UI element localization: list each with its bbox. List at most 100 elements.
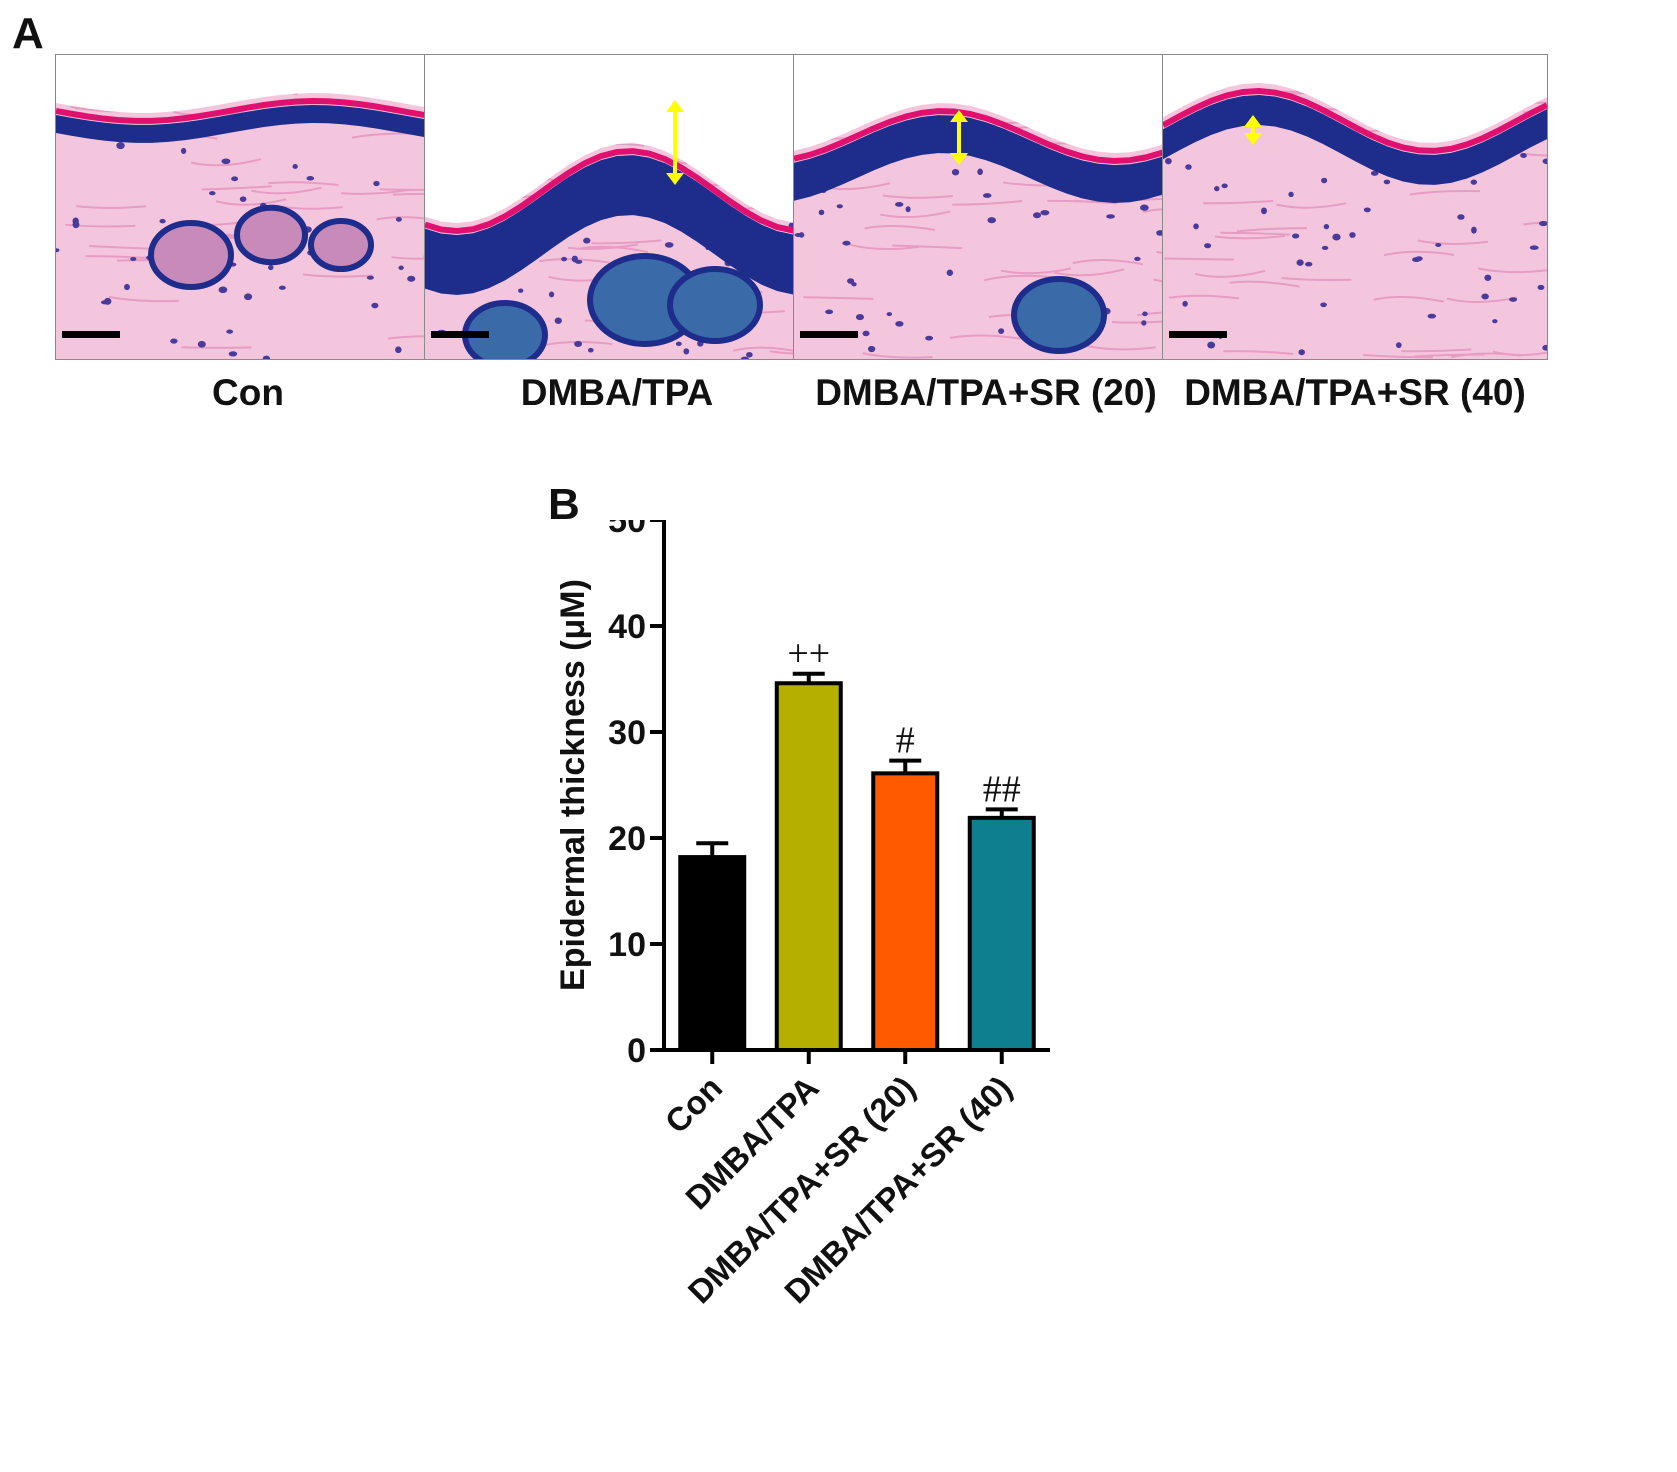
epidermis-layer [56,105,440,143]
collagen-fiber [882,194,953,199]
scale-bar [1169,331,1227,338]
panel-b-letter: B [548,480,580,529]
micrograph-con [55,54,441,360]
cell-nucleus [946,269,954,276]
micrograph-dmba-tpa-sr20 [793,54,1179,360]
cell-nucleus [895,202,904,207]
cell-nucleus [998,328,1005,335]
collagen-fiber [864,224,935,231]
cell-nucleus [1427,313,1437,319]
collagen-fiber [1281,277,1352,281]
cell-nucleus [1204,243,1212,249]
significance-marker: # [896,720,915,762]
micrograph-label: DMBA/TPA+SR (20) [815,372,1157,413]
cell-nucleus [209,191,216,196]
gland-structure [148,220,234,290]
collagen-fiber [880,210,951,219]
cell-nucleus [554,317,562,324]
cell-nucleus [262,355,271,359]
collagen-fiber [1047,199,1118,205]
cell-nucleus [987,217,996,224]
collagen-fiber [302,273,373,278]
cell-nucleus [180,147,187,155]
cell-nucleus [977,168,983,176]
cell-nucleus [1134,256,1141,261]
background-space [1163,55,1547,143]
cell-nucleus [1141,320,1147,326]
thickness-marker-arrow [1244,115,1262,145]
collagen-fiber [1214,234,1286,240]
cell-nucleus [1383,179,1391,185]
collagen-fiber [268,181,339,187]
cell-nucleus [1165,157,1172,165]
stratum-corneum [1163,88,1547,154]
cell-nucleus [231,176,239,182]
collagen-fiber [1168,294,1240,300]
collagen-fiber [215,198,287,206]
collagen-fiber [1220,231,1291,236]
collagen-fiber [1194,269,1266,278]
gland-structure [308,218,374,272]
bar [774,681,843,1053]
cell-nucleus [1260,207,1267,215]
thickness-marker-arrow [666,100,684,185]
collagen-fiber [803,296,874,300]
significance-marker: ## [983,768,1021,810]
micrograph-dmba-tpa [424,54,810,360]
scale-bar [800,331,858,338]
cell-nucleus [1363,207,1371,213]
scale-bar [62,331,120,338]
cell-nucleus [1214,186,1220,192]
x-tick-label: Con [658,1069,730,1141]
cell-nucleus [130,256,137,262]
cell-nucleus [836,204,843,209]
epidermis-layer [1163,95,1547,185]
cell-nucleus [1298,349,1305,356]
cell-nucleus [407,275,416,282]
cell-nucleus [1415,256,1423,262]
cell-nucleus [574,259,583,264]
cell-nucleus [218,286,228,294]
cell-nucleus [862,330,870,337]
cell-nucleus [895,320,904,327]
cell-nucleus [395,346,402,354]
cell-nucleus [825,309,834,315]
y-tick-label: 30 [608,714,646,752]
cell-nucleus [104,297,112,305]
collagen-fiber [1373,295,1444,303]
y-tick-label: 20 [608,820,646,858]
cell-nucleus [1492,319,1498,324]
collagen-fiber [341,188,412,195]
cell-nucleus [1106,214,1115,219]
cell-nucleus [664,242,674,248]
scale-bar [431,331,489,338]
cell-nucleus [366,275,374,280]
collagen-fiber [1085,344,1156,351]
bar [871,771,940,1052]
micrograph-label: DMBA/TPA+SR (40) [1184,372,1526,413]
collagen-fiber [862,352,933,359]
y-tick-label: 50 [608,520,646,540]
cell-nucleus [306,176,315,181]
error-bar [792,671,825,684]
cell-nucleus [221,158,231,165]
cell-nucleus [1370,170,1379,176]
collagen-fiber [387,335,440,340]
error-bar [985,807,1018,818]
collagen-fiber [1164,257,1235,261]
cell-nucleus [244,293,253,301]
cell-nucleus [798,232,805,238]
collagen-fiber [591,239,662,245]
micrograph-label: DMBA/TPA [520,372,714,413]
cell-nucleus [72,217,79,225]
cell-nucleus [398,265,404,271]
error-bar [696,841,729,858]
collagen-fiber [1072,258,1144,266]
cell-nucleus [1207,341,1216,349]
collagen-fiber [577,245,649,254]
cell-nucleus [1321,177,1328,184]
cell-nucleus [847,278,855,284]
cell-nucleus [1185,164,1192,170]
cell-nucleus [675,341,682,347]
cell-nucleus [116,142,125,150]
